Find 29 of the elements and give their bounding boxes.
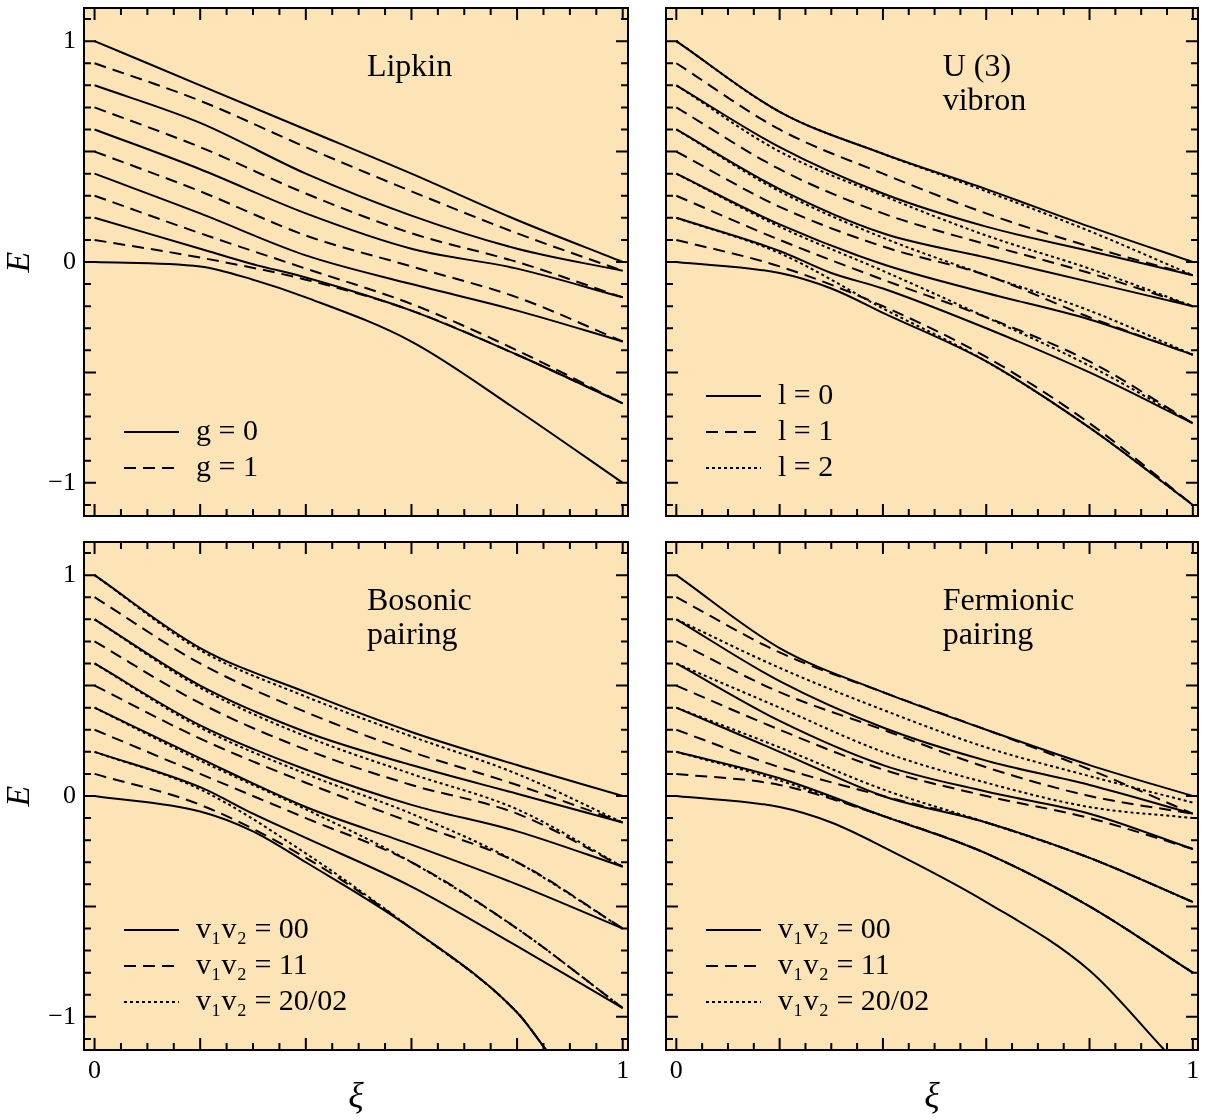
x-axis-title: ξ [924,1074,941,1115]
legend-label: g = 1 [196,448,258,482]
legend-label: l = 0 [778,376,834,410]
legend-label: g = 0 [196,412,258,446]
legend-label: v₁v₂ = 11 [196,946,308,980]
y-tick-label: 1 [63,24,76,54]
text: U (3) vibron [942,47,1027,118]
legend-label: v₁v₂ = 20/02 [196,982,348,1016]
x-tick-label: 1 [616,1054,630,1084]
legend-label: l = 2 [778,448,834,482]
y-tick-label: 0 [63,245,76,275]
y-tick-label: −1 [48,1000,76,1030]
x-tick-label: 1 [1186,1054,1200,1084]
y-tick-label: 1 [63,558,76,588]
x-tick-label: 0 [669,1054,683,1084]
y-axis-title: E [0,785,37,808]
y-tick-label: −1 [48,466,76,496]
legend-label: v₁v₂ = 11 [778,946,890,980]
legend-label: l = 1 [778,412,834,446]
text: Fermionic pairing [942,581,1075,652]
x-axis-title: ξ [348,1074,365,1115]
text: Bosonic pairing [366,581,472,652]
y-tick-label: 0 [63,779,76,809]
legend-label: v₁v₂ = 20/02 [778,982,930,1016]
legend-label: v₁v₂ = 00 [196,910,309,944]
x-tick-label: 0 [88,1054,102,1084]
text: Lipkin [366,47,453,84]
y-axis-title: E [0,251,37,274]
legend-label: v₁v₂ = 00 [778,910,891,944]
